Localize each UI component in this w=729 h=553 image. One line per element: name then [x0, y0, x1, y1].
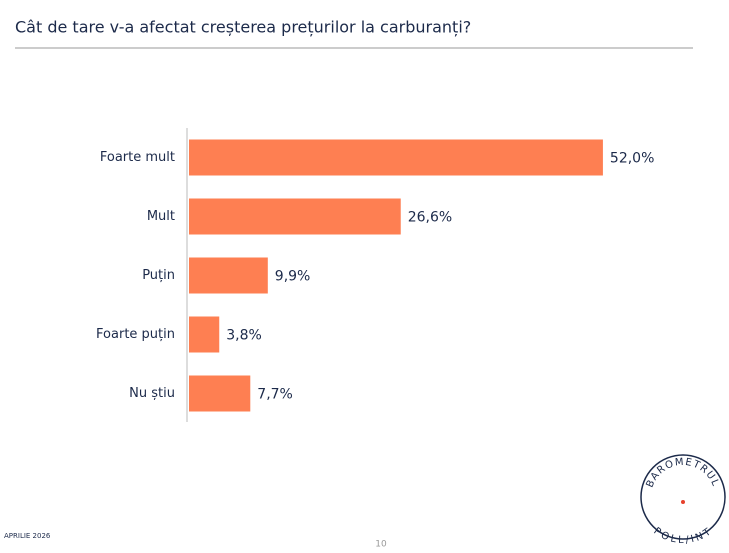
logo-top-text: BAROMETRUL: [645, 457, 720, 490]
value-label: 3,8%: [226, 328, 262, 344]
category-label: Puțin: [142, 268, 175, 283]
category-label: Mult: [147, 209, 175, 224]
logo-bottom-text: POLL/INT: [651, 526, 712, 546]
bar: [189, 316, 220, 353]
value-label: 26,6%: [408, 210, 452, 226]
bar: [189, 139, 603, 176]
bar: [189, 198, 401, 235]
logo: BAROMETRUL POLL/INT: [640, 454, 726, 546]
logo-ring: [640, 454, 726, 540]
category-label: Foarte mult: [100, 150, 175, 165]
value-label: 7,7%: [257, 387, 293, 403]
logo-bottom: POLL/INT: [651, 526, 714, 546]
bar: [189, 257, 268, 294]
chart-title: Cât de tare v-a afectat creșterea prețur…: [15, 18, 471, 37]
category-label: Foarte puțin: [96, 327, 175, 342]
value-label: 9,9%: [275, 269, 311, 285]
logo-dot: [681, 500, 685, 504]
value-label: 52,0%: [610, 151, 654, 167]
page-number: 10: [375, 540, 387, 550]
logo-top: BAROMETRUL: [645, 457, 722, 490]
footer-date: APRILIE 2026: [4, 532, 51, 540]
category-label: Nu știu: [129, 386, 175, 401]
bar: [189, 375, 251, 412]
